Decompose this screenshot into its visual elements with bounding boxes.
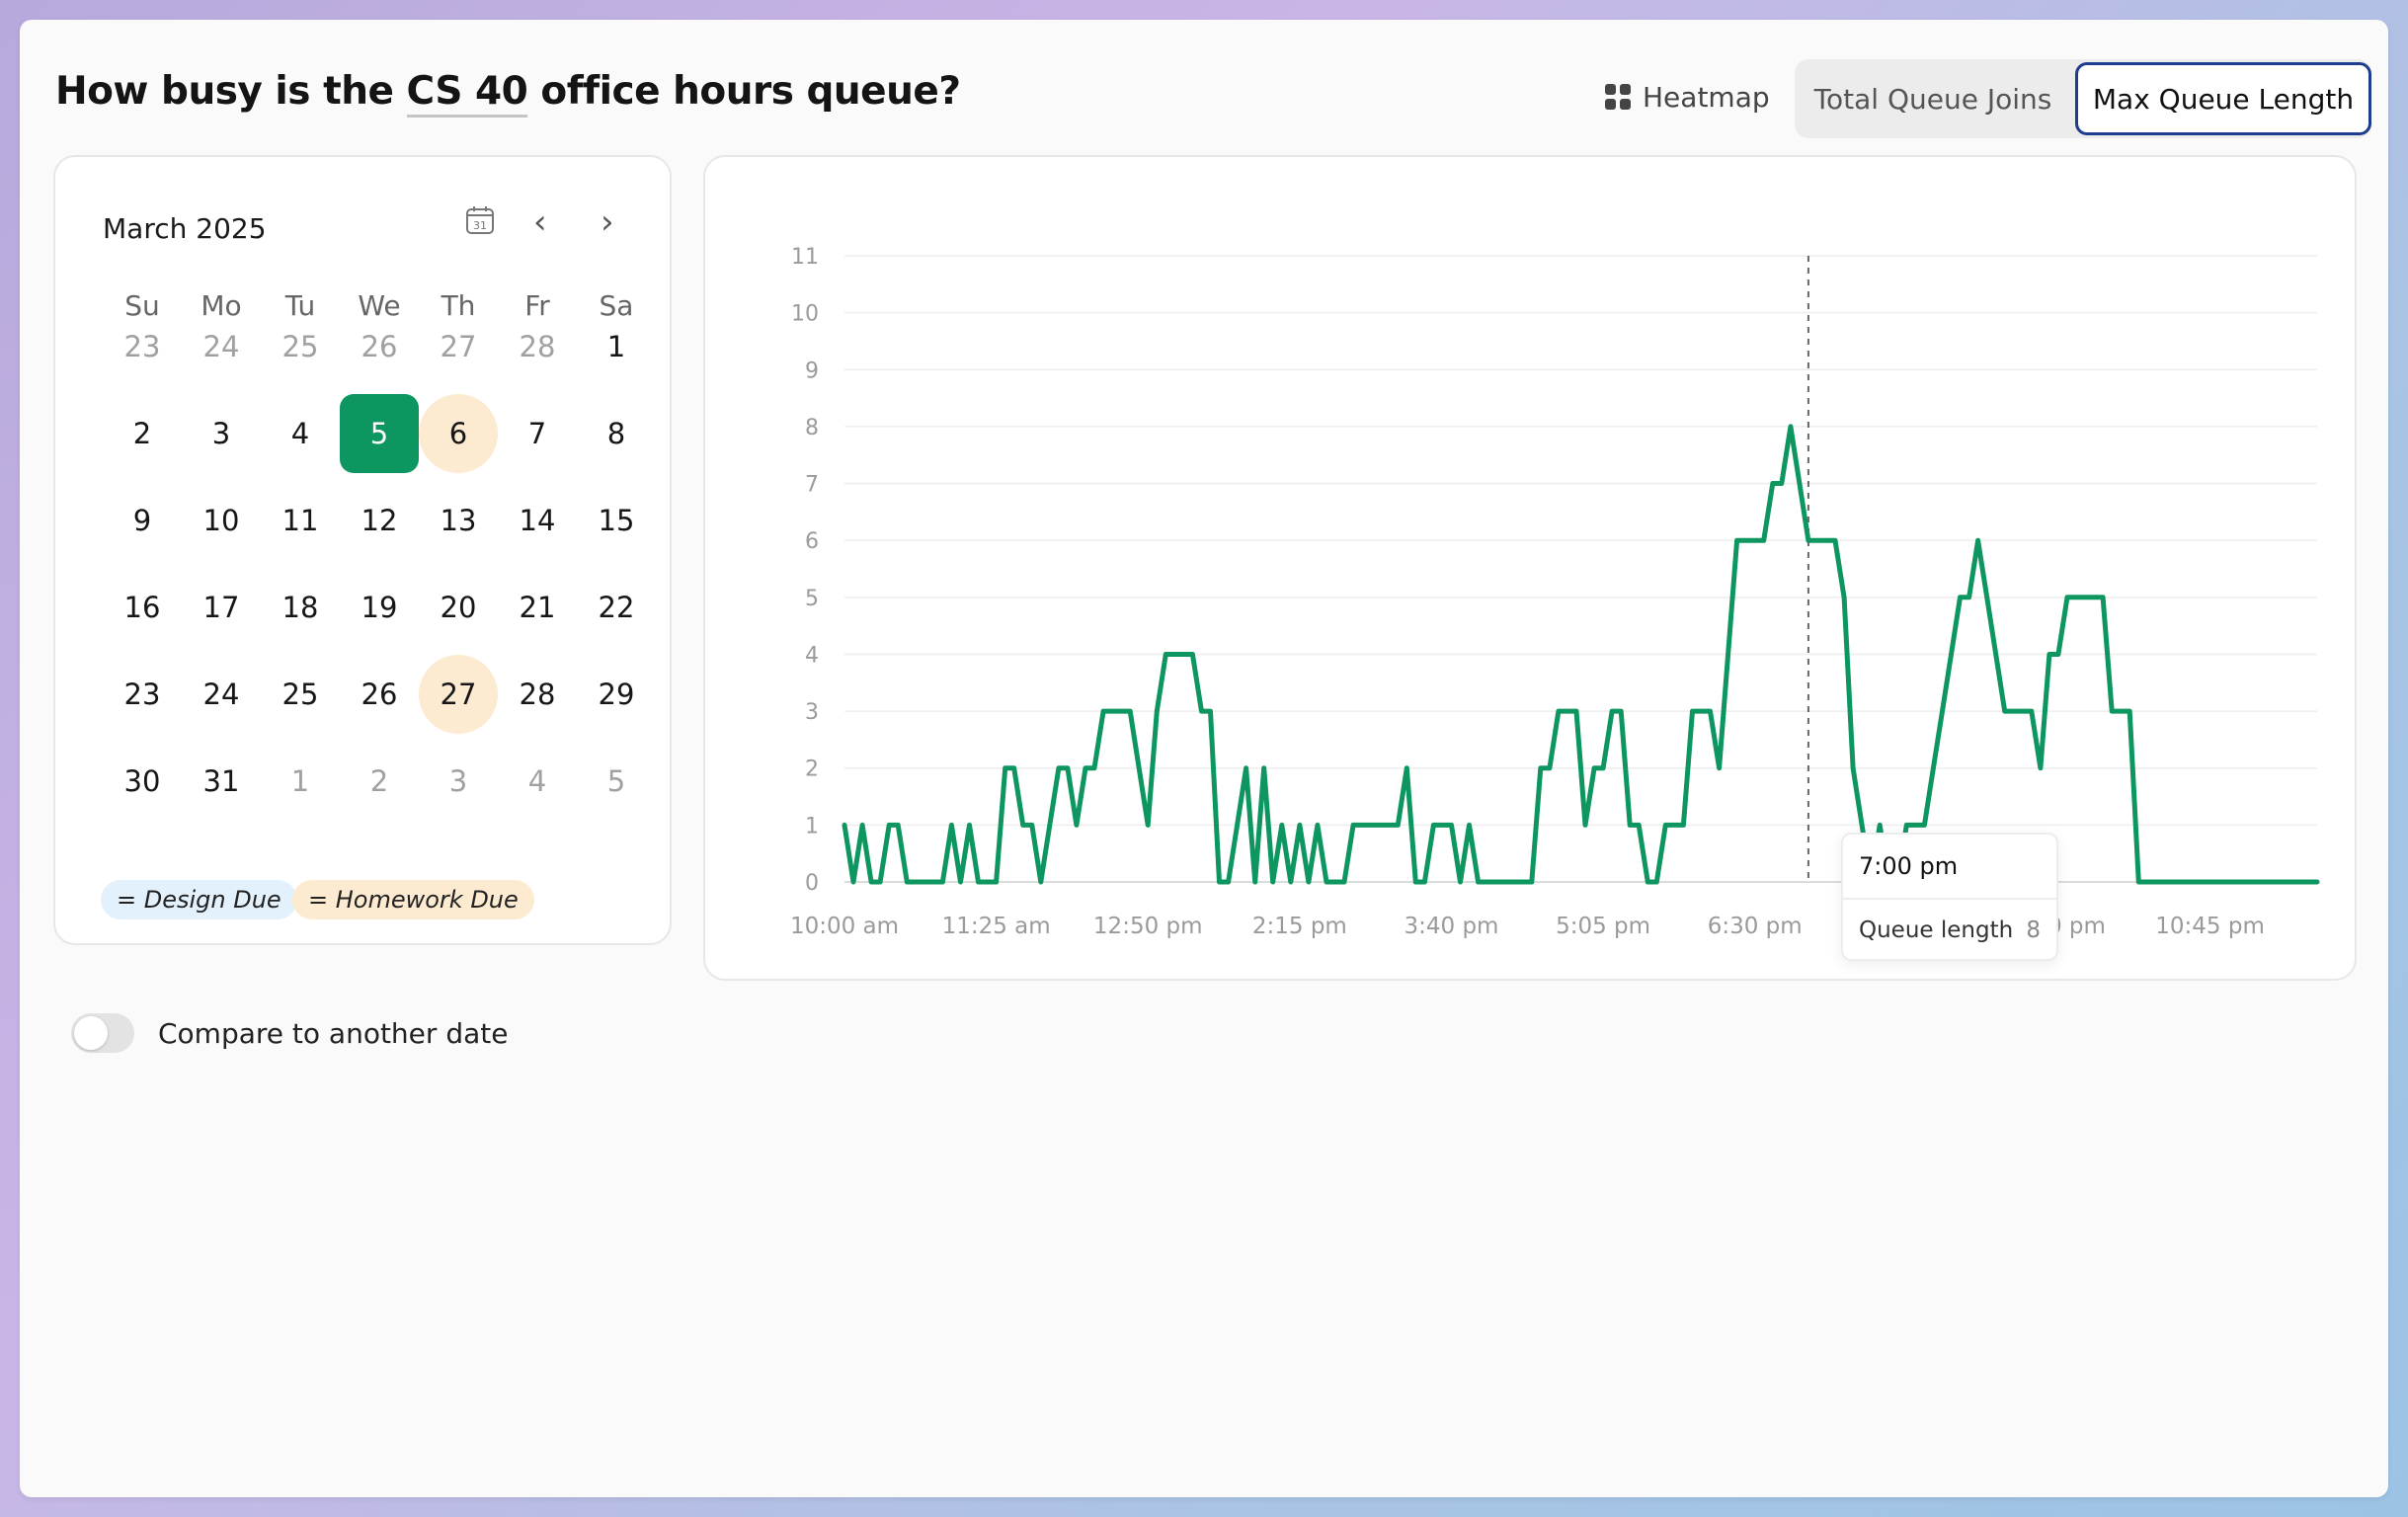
- calendar-day[interactable]: 29: [598, 678, 635, 711]
- calendar-day[interactable]: 17: [202, 591, 240, 624]
- calendar-day[interactable]: 30: [123, 764, 161, 798]
- grid-icon: [1605, 84, 1631, 110]
- heatmap-button[interactable]: Heatmap: [1605, 72, 1770, 121]
- calendar-day[interactable]: 21: [519, 591, 556, 624]
- x-tick-label: 3:40 pm: [1404, 914, 1498, 939]
- x-tick-label: 5:05 pm: [1556, 914, 1650, 939]
- calendar-day[interactable]: 27: [440, 330, 477, 363]
- y-tick-label: 6: [805, 529, 819, 554]
- prev-month-button[interactable]: ‹: [533, 202, 547, 242]
- view-toggle: Total Queue Joins Max Queue Length: [1795, 59, 2371, 138]
- calendar-day[interactable]: 16: [123, 591, 161, 624]
- tooltip-label: Queue length: [1859, 918, 2014, 943]
- calendar-day[interactable]: 10: [202, 504, 240, 537]
- weekday-sa: Sa: [599, 289, 634, 322]
- x-tick-label: 10:00 am: [790, 914, 899, 939]
- weekday-fr: Fr: [524, 289, 550, 322]
- compare-label: Compare to another date: [158, 1017, 509, 1050]
- app-window: How busy is the CS 40 office hours queue…: [20, 20, 2388, 1497]
- calendar-day[interactable]: 27: [419, 655, 498, 734]
- calendar-day[interactable]: 26: [361, 678, 398, 711]
- calendar-day[interactable]: 15: [598, 504, 635, 537]
- title-suffix: office hours queue?: [527, 69, 961, 114]
- calendar-day[interactable]: 25: [281, 330, 319, 363]
- calendar-day[interactable]: 13: [440, 504, 477, 537]
- calendar-day[interactable]: 26: [361, 330, 398, 363]
- calendar-day[interactable]: 18: [281, 591, 319, 624]
- calendar-day[interactable]: 6: [419, 394, 498, 473]
- calendar-day[interactable]: 19: [361, 591, 398, 624]
- y-tick-label: 11: [791, 245, 819, 270]
- weekday-mo: Mo: [201, 289, 242, 322]
- calendar-day[interactable]: 25: [281, 678, 319, 711]
- weekday-tu: Tu: [284, 289, 316, 322]
- y-tick-label: 7: [805, 473, 819, 498]
- tooltip-value: 8: [2026, 918, 2041, 943]
- compare-toggle[interactable]: [71, 1013, 134, 1053]
- calendar: March 2025 31 ‹ › Su Mo Tu We Th Fr Sa 23 24 25 2…: [53, 155, 672, 945]
- y-tick-label: 4: [805, 643, 819, 668]
- calendar-day[interactable]: 7: [527, 417, 547, 450]
- design-due-legend: = Design Due: [101, 880, 297, 919]
- calendar-day[interactable]: 4: [290, 417, 310, 450]
- calendar-day[interactable]: 3: [211, 417, 231, 450]
- weekday-su: Su: [124, 289, 160, 322]
- y-tick-label: 0: [805, 871, 819, 896]
- calendar-day[interactable]: 1: [290, 764, 310, 798]
- calendar-day[interactable]: 1: [606, 330, 626, 363]
- calendar-day[interactable]: 12: [361, 504, 398, 537]
- calendar-day[interactable]: 23: [123, 330, 161, 363]
- heatmap-label: Heatmap: [1643, 80, 1770, 114]
- tooltip-time: 7:00 pm: [1859, 852, 1959, 880]
- calendar-day[interactable]: 11: [281, 504, 319, 537]
- y-tick-label: 3: [805, 700, 819, 725]
- calendar-day[interactable]: 4: [527, 764, 547, 798]
- line-chart-svg[interactable]: 0 1 2 3 4 5 6 7 8 9 10 11 10:00 am 11:25 am 12:50 pm 2:…: [705, 157, 2355, 979]
- x-tick-label: 12:50 pm: [1093, 914, 1203, 939]
- total-queue-joins-tab[interactable]: Total Queue Joins: [1813, 82, 2052, 116]
- x-tick-label: 11:25 am: [942, 914, 1051, 939]
- next-month-button[interactable]: ›: [601, 202, 614, 242]
- chart-tooltip: 7:00 pm Queue length 8: [1841, 833, 2058, 961]
- x-tick-label: 2:15 pm: [1252, 914, 1347, 939]
- y-tick-label: 8: [805, 416, 819, 440]
- homework-due-legend: = Homework Due: [292, 880, 534, 919]
- calendar-day[interactable]: 20: [440, 591, 477, 624]
- calendar-day[interactable]: 5: [606, 764, 626, 798]
- calendar-icon[interactable]: 31: [464, 204, 496, 236]
- queue-chart: 0 1 2 3 4 5 6 7 8 9 10 11 10:00 am 11:25 am 12:50 pm 2:…: [703, 155, 2357, 981]
- title-prefix: How busy is the: [55, 69, 407, 114]
- calendar-day[interactable]: 2: [369, 764, 389, 798]
- calendar-day[interactable]: 2: [132, 417, 152, 450]
- max-queue-length-tab[interactable]: Max Queue Length: [2075, 62, 2371, 135]
- weekday-we: We: [358, 289, 401, 322]
- calendar-day[interactable]: 24: [202, 330, 240, 363]
- calendar-day[interactable]: 28: [519, 678, 556, 711]
- calendar-month-label: March 2025: [103, 212, 267, 245]
- x-tick-label: 6:30 pm: [1708, 914, 1803, 939]
- calendar-day[interactable]: 22: [598, 591, 635, 624]
- y-tick-label: 2: [805, 758, 819, 782]
- y-tick-label: 9: [805, 359, 819, 383]
- calendar-day[interactable]: 3: [448, 764, 468, 798]
- calendar-day[interactable]: 24: [202, 678, 240, 711]
- calendar-day[interactable]: 31: [202, 764, 240, 798]
- calendar-day[interactable]: 23: [123, 678, 161, 711]
- tooltip-divider: [1843, 898, 2056, 900]
- calendar-icon-day: 31: [473, 219, 487, 232]
- x-tick-label: 10:45 pm: [2155, 914, 2265, 939]
- y-tick-label: 10: [791, 302, 819, 327]
- calendar-day[interactable]: 14: [519, 504, 556, 537]
- y-tick-label: 1: [805, 814, 819, 838]
- queue-length-series-line: [842, 424, 2320, 885]
- calendar-day[interactable]: 8: [606, 417, 626, 450]
- weekday-th: Th: [441, 289, 476, 322]
- calendar-day[interactable]: 9: [132, 504, 152, 537]
- course-name: CS 40: [406, 69, 528, 118]
- calendar-day-selected[interactable]: 5: [340, 394, 419, 473]
- y-tick-label: 5: [805, 587, 819, 611]
- toggle-knob: [74, 1016, 108, 1050]
- page-title: How busy is the CS 40 office hours queue…: [55, 69, 961, 118]
- calendar-day[interactable]: 28: [519, 330, 556, 363]
